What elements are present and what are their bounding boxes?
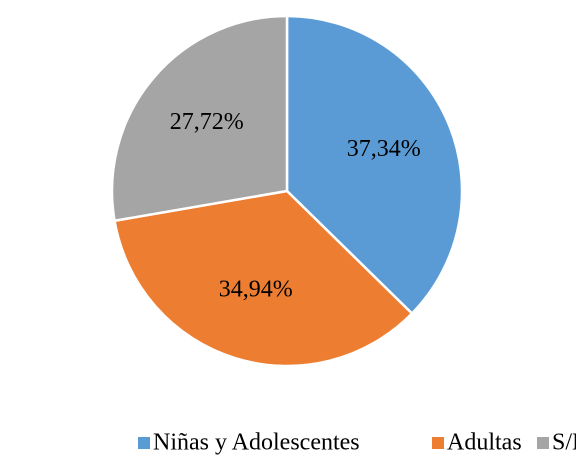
legend-swatch <box>537 437 549 449</box>
data-label: 34,94% <box>219 277 293 303</box>
legend-swatch <box>138 437 150 449</box>
legend-label: Niñas y Adolescentes <box>153 430 360 456</box>
legend-label: Adultas <box>447 430 522 456</box>
pie-slice <box>285 14 464 316</box>
pie-slice <box>110 14 289 223</box>
pie-slice <box>113 189 414 368</box>
data-label: 37,34% <box>347 136 421 162</box>
legend-label: S/D <box>552 430 576 456</box>
data-label: 27,72% <box>170 109 244 135</box>
legend-swatch <box>432 437 444 449</box>
